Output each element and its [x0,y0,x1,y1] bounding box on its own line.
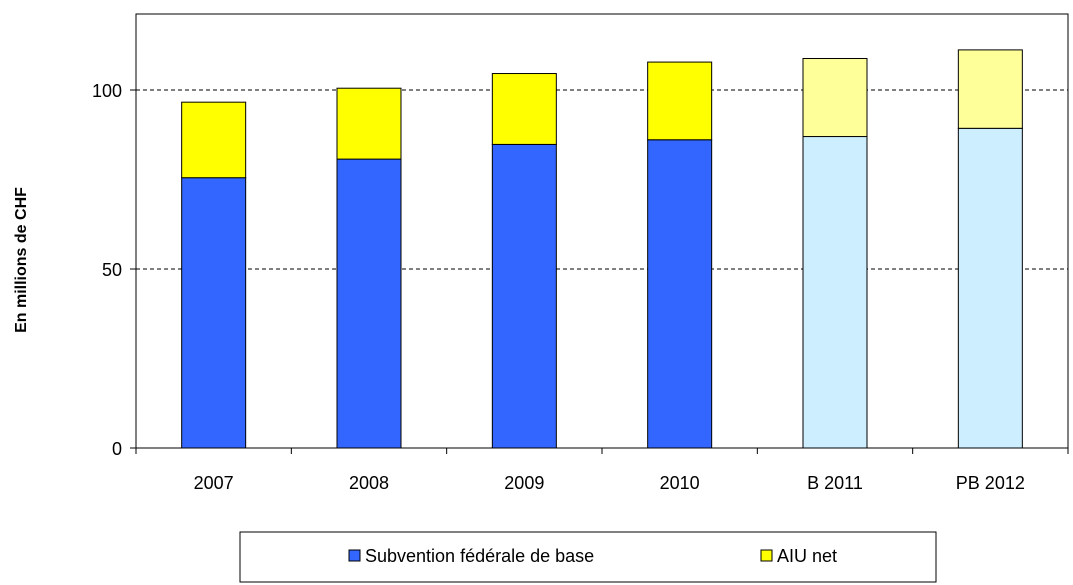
bar-aiu-2010 [647,61,713,141]
x-tick-label: 2007 [194,473,234,493]
legend: Subvention fédérale de base AIU net [239,531,937,583]
x-tick-label: 2009 [504,473,544,493]
bar-subvention-b-2011 [802,136,868,449]
y-tick-label: 100 [92,81,122,101]
bar-subvention-2010 [647,139,713,449]
legend-label-aiu: AIU net [777,546,837,566]
bar-subvention-pb-2012 [957,127,1023,449]
bar-subvention-2009 [491,143,557,449]
bar-aiu-2009 [491,73,557,145]
bar-aiu-pb-2012 [957,49,1023,129]
y-axis-title: En millions de CHF [13,187,30,333]
bar-aiu-b-2011 [802,57,868,138]
x-tick-label: PB 2012 [956,473,1025,493]
plot-frame [135,13,1069,449]
plot-area: 0 50 100 2007 2008 2009 2010 B 2011 PB 2012 [92,13,1069,493]
x-tick-label: 2008 [349,473,389,493]
bar-subvention-2007 [181,177,247,449]
y-tick-label: 50 [102,260,122,280]
legend-swatch-aiu [760,549,773,562]
x-tick-label: B 2011 [807,473,863,493]
bar-aiu-2008 [336,87,402,160]
legend-swatch-subvention [348,549,361,562]
x-tick-label: 2010 [660,473,700,493]
bar-aiu-2007 [181,101,247,179]
legend-label-subvention: Subvention fédérale de base [365,546,594,566]
bar-subvention-2008 [336,158,402,449]
y-tick-label: 0 [112,439,122,459]
